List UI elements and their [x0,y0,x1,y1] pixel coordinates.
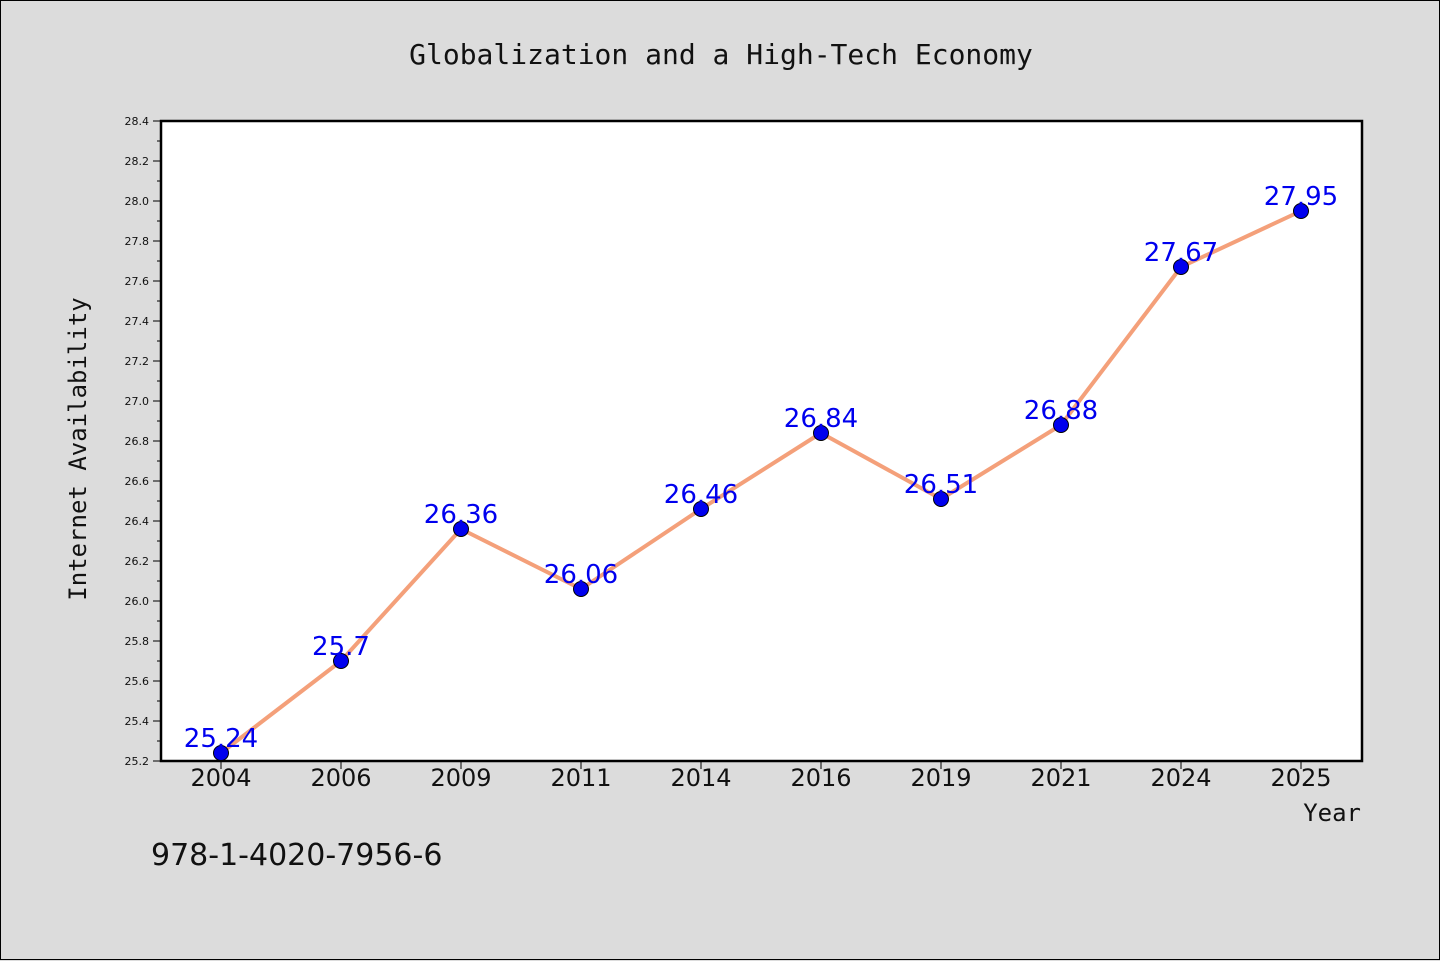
x-tick-label: 2011 [550,764,611,792]
data-label: 27.67 [1144,238,1218,268]
data-point [1293,203,1309,219]
series-layer: 25.24 25.7 26.36 26.06 26.46 26.84 26.51 26.88 2… [184,182,1338,761]
y-tick-label: 28.4 [125,115,150,128]
x-axis: 2004 2006 2009 2011 2014 2016 2019 2021 2024 2025 [190,761,1332,792]
y-tick-label: 28.2 [125,155,150,168]
x-tick-label: 2024 [1150,764,1211,792]
x-tick-label: 2019 [910,764,971,792]
x-tick-label: 2009 [430,764,491,792]
y-tick-label: 27.6 [125,275,150,288]
data-point [1053,417,1069,433]
chart-title: Globalization and a High-Tech Economy [409,38,1033,71]
y-tick-label: 27.0 [125,395,150,408]
data-label: 26.88 [1024,396,1098,426]
y-tick-label: 26.2 [125,555,150,568]
y-tick-label: 25.4 [125,715,150,728]
data-label: 25.24 [184,724,258,754]
x-tick-label: 2016 [790,764,851,792]
data-point [693,501,709,517]
data-point [573,581,589,597]
y-tick-label: 26.0 [125,595,150,608]
y-tick-label: 28.0 [125,195,150,208]
y-axis: 25.2 25.4 25.6 25.8 26.0 26.2 26.4 26.6 26.8 27.0… [125,115,161,768]
data-label: 27.95 [1264,182,1338,212]
y-tick-label: 26.6 [125,475,150,488]
series-line [219,209,1303,755]
x-tick-label: 2006 [310,764,371,792]
y-tick-label: 25.6 [125,675,150,688]
data-point [933,491,949,507]
data-label: 26.51 [904,470,978,500]
y-tick-label: 25.8 [125,635,150,648]
y-tick-label: 27.4 [125,315,150,328]
data-label: 26.46 [664,480,738,510]
data-point [813,425,829,441]
y-tick-label: 27.2 [125,355,150,368]
data-label: 26.06 [544,560,618,590]
y-tick-label: 26.8 [125,435,150,448]
x-tick-label: 2004 [190,764,251,792]
data-point [213,745,229,761]
data-point [1173,259,1189,275]
data-label: 26.36 [424,500,498,530]
data-label: 25.7 [312,632,370,662]
y-tick-label: 27.8 [125,235,150,248]
y-tick-label: 25.2 [125,755,150,768]
plot-area [159,119,1364,763]
data-point [453,521,469,537]
y-tick-label: 26.4 [125,515,150,528]
data-point [333,653,349,669]
x-tick-label: 2014 [670,764,731,792]
x-tick-label: 2021 [1030,764,1091,792]
isbn-text: 978-1-4020-7956-6 [151,838,442,873]
x-axis-label: Year [1303,799,1361,827]
data-label: 26.84 [784,404,858,434]
x-tick-label: 2025 [1270,764,1331,792]
y-axis-label: Internet Availability [64,297,92,600]
